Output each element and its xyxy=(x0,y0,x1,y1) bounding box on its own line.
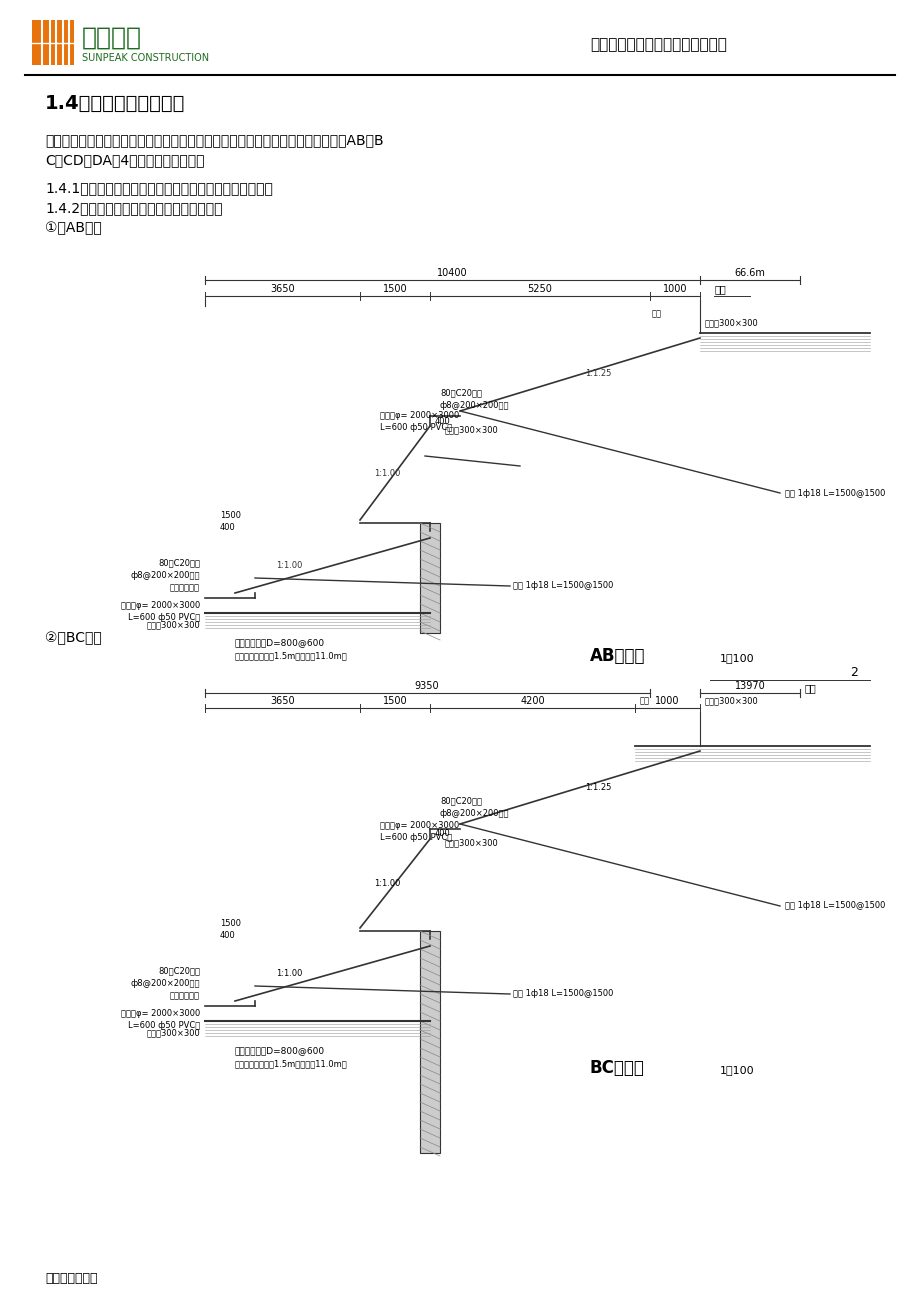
Text: ф8@200×200钢网: ф8@200×200钢网 xyxy=(439,401,509,410)
Text: 截水沟300×300: 截水沟300×300 xyxy=(704,697,758,706)
Text: 1500: 1500 xyxy=(382,697,407,706)
Text: ②、BC段：: ②、BC段： xyxy=(45,631,102,644)
Text: 泄坡土止水带D=800@600: 泄坡土止水带D=800@600 xyxy=(234,1047,324,1056)
Bar xyxy=(32,20,74,65)
Text: C、CD、DA共4段，构造详见下图：: C、CD、DA共4段，构造详见下图： xyxy=(45,154,204,167)
Text: 400: 400 xyxy=(220,931,235,940)
Text: ф8@200×200钢网: ф8@200×200钢网 xyxy=(130,979,199,987)
Text: 400: 400 xyxy=(435,417,450,426)
Text: SUNPEAK CONSTRUCTION: SUNPEAK CONSTRUCTION xyxy=(82,53,209,62)
Text: 4200: 4200 xyxy=(519,697,544,706)
Text: 1：100: 1：100 xyxy=(720,1065,754,1075)
Text: ф8@200×200钢网: ф8@200×200钢网 xyxy=(130,570,199,579)
Text: 截水沟300×300: 截水沟300×300 xyxy=(146,621,199,629)
Bar xyxy=(420,523,439,633)
Text: L=600 ф50 PVC管: L=600 ф50 PVC管 xyxy=(380,833,452,842)
Text: 楼二: 楼二 xyxy=(714,284,726,294)
Text: 1000: 1000 xyxy=(654,697,679,706)
Text: 疏水孔φ= 2000×3000: 疏水孔φ= 2000×3000 xyxy=(120,1009,199,1018)
Text: 3650: 3650 xyxy=(270,697,294,706)
Text: 1500: 1500 xyxy=(220,510,241,519)
Text: 1.4.1、基坑支护分段布置图：（详基坑支护平面布置图）: 1.4.1、基坑支护分段布置图：（详基坑支护平面布置图） xyxy=(45,181,273,195)
Text: L=600 ф50 PVC管: L=600 ф50 PVC管 xyxy=(128,1022,199,1030)
Text: 1000: 1000 xyxy=(662,284,686,294)
Text: 锚钉 1ф18 L=1500@1500: 锚钉 1ф18 L=1500@1500 xyxy=(784,488,884,497)
Text: 1.4、基坑支护设计概况: 1.4、基坑支护设计概况 xyxy=(45,94,185,112)
Text: 1：100: 1：100 xyxy=(720,654,754,663)
Text: 疏水孔φ= 2000×3000: 疏水孔φ= 2000×3000 xyxy=(380,411,459,421)
Text: 3650: 3650 xyxy=(270,284,294,294)
Text: 基坑支护及土方开挖专项施工方案: 基坑支护及土方开挖专项施工方案 xyxy=(589,38,726,52)
Text: AB断面图: AB断面图 xyxy=(589,647,645,665)
Text: BC断面图: BC断面图 xyxy=(589,1059,644,1077)
Text: L=600 ф50 PVC管: L=600 ф50 PVC管 xyxy=(128,613,199,622)
Text: 1:1.00: 1:1.00 xyxy=(373,469,400,478)
Text: 1:1.00: 1:1.00 xyxy=(276,969,301,978)
Text: 1.4.2、各支护段构造详图及其他构件详图：: 1.4.2、各支护段构造详图及其他构件详图： xyxy=(45,201,222,215)
Text: 80厚C20喷砼: 80厚C20喷砼 xyxy=(158,559,199,568)
Text: 地下室边墙线: 地下室边墙线 xyxy=(170,583,199,592)
Text: 1500: 1500 xyxy=(220,918,241,927)
Text: 13970: 13970 xyxy=(734,681,765,691)
Text: 锚钉 1ф18 L=1500@1500: 锚钉 1ф18 L=1500@1500 xyxy=(784,901,884,910)
Text: 截水沟300×300: 截水沟300×300 xyxy=(704,319,758,328)
Text: 截水沟300×300: 截水沟300×300 xyxy=(146,1029,199,1038)
Text: 洋湖垅公交站场: 洋湖垅公交站场 xyxy=(45,1272,97,1285)
Text: 岩柱: 岩柱 xyxy=(652,310,662,319)
Text: 下通入泄流坡水头1.5m（预计室11.0m）: 下通入泄流坡水头1.5m（预计室11.0m） xyxy=(234,651,347,660)
Text: 80厚C20喷砼: 80厚C20喷砼 xyxy=(439,797,482,806)
Text: 沙坪建设: 沙坪建设 xyxy=(82,26,142,49)
Bar xyxy=(420,931,439,1154)
Text: 锚钉 1ф18 L=1500@1500: 锚钉 1ф18 L=1500@1500 xyxy=(513,990,613,999)
Text: 10400: 10400 xyxy=(437,268,467,279)
Text: 9350: 9350 xyxy=(414,681,439,691)
Text: 1:1.25: 1:1.25 xyxy=(584,370,611,379)
Text: 5250: 5250 xyxy=(527,284,551,294)
Text: 地下室边墙线: 地下室边墙线 xyxy=(170,992,199,1000)
Text: 80厚C20喷砼: 80厚C20喷砼 xyxy=(158,966,199,975)
Text: ①、AB段：: ①、AB段： xyxy=(45,221,102,234)
Text: 泄坡土止水带D=800@600: 泄坡土止水带D=800@600 xyxy=(234,638,324,647)
Text: L=600 ф50 PVC管: L=600 ф50 PVC管 xyxy=(380,423,452,432)
Text: 疏水孔φ= 2000×3000: 疏水孔φ= 2000×3000 xyxy=(120,602,199,611)
Text: 66.6m: 66.6m xyxy=(733,268,765,279)
Text: 1:1.00: 1:1.00 xyxy=(276,560,301,569)
Text: 截水沟300×300: 截水沟300×300 xyxy=(445,838,498,848)
Text: 下通入泄流坡水头1.5m（预计室11.0m）: 下通入泄流坡水头1.5m（预计室11.0m） xyxy=(234,1060,347,1069)
Text: 截水沟300×300: 截水沟300×300 xyxy=(445,426,498,435)
Text: ф8@200×200钢网: ф8@200×200钢网 xyxy=(439,809,509,818)
Text: 锚钉 1ф18 L=1500@1500: 锚钉 1ф18 L=1500@1500 xyxy=(513,582,613,591)
Text: 地面: 地面 xyxy=(804,684,816,693)
Text: 400: 400 xyxy=(220,523,235,533)
Text: 1:1.00: 1:1.00 xyxy=(373,879,400,888)
Text: 1:1.25: 1:1.25 xyxy=(584,783,611,792)
Text: 基坑采用坡率法结合短钉支护；根据周边环境条件、岩土工程条件，将本基坑分为AB、B: 基坑采用坡率法结合短钉支护；根据周边环境条件、岩土工程条件，将本基坑分为AB、B xyxy=(45,133,383,147)
Text: 疏水孔φ= 2000×3000: 疏水孔φ= 2000×3000 xyxy=(380,822,459,831)
Text: 400: 400 xyxy=(435,829,450,838)
Text: 岩柱: 岩柱 xyxy=(640,697,650,706)
Text: 1500: 1500 xyxy=(382,284,407,294)
Text: 2: 2 xyxy=(849,667,857,680)
Text: 80厚C20喷砼: 80厚C20喷砼 xyxy=(439,388,482,397)
